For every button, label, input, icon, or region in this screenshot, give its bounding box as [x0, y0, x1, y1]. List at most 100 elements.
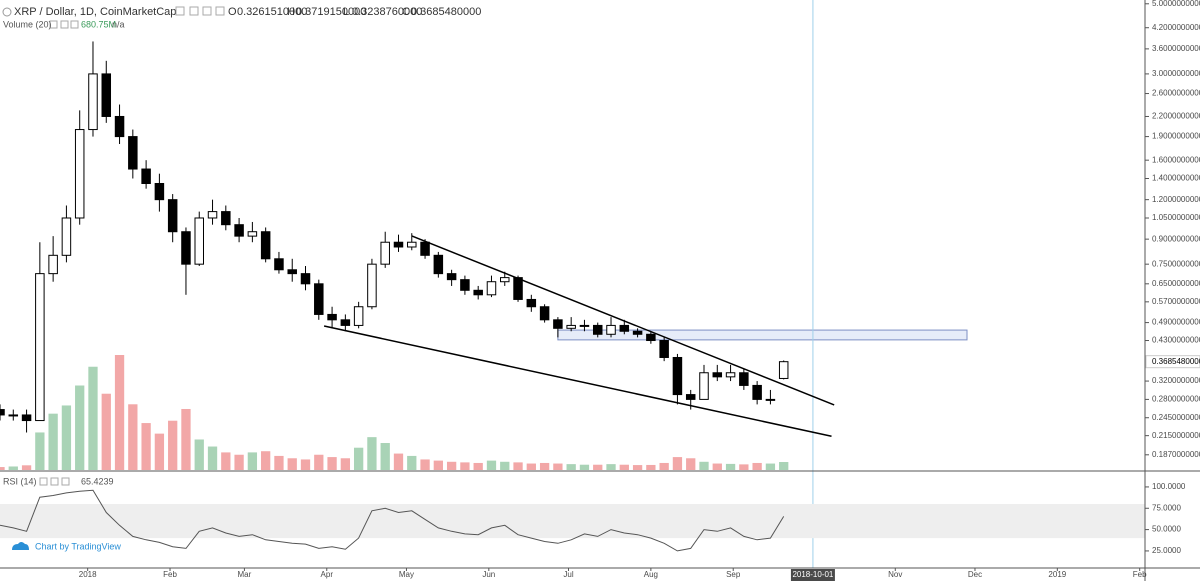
candle-body: [699, 372, 709, 400]
volume-bar: [593, 464, 603, 470]
ohlc-name: C: [402, 6, 410, 18]
candle-body: [393, 241, 404, 248]
volume-bar: [553, 463, 563, 470]
candle-body: [592, 324, 603, 335]
candle-body: [247, 231, 258, 237]
candle-body: [353, 306, 364, 326]
candle-body: [513, 277, 523, 300]
volume-bar: [35, 432, 45, 470]
candle-body: [407, 241, 417, 248]
volume-last: 680.75M: [81, 19, 116, 29]
y-tick-label: 0.2800000000: [1152, 395, 1200, 404]
volume-bar: [8, 466, 18, 470]
y-tick-label: 0.6500000000: [1152, 279, 1200, 288]
candle-body: [725, 372, 736, 378]
watermark-text: Chart by TradingView: [35, 541, 121, 551]
y-tick-label: 0.4300000000: [1152, 336, 1200, 345]
y-tick-label: 0.3200000000: [1152, 376, 1200, 385]
candle-body: [128, 136, 138, 170]
candle-body: [74, 129, 85, 219]
candle-body: [327, 313, 337, 321]
x-tick-label: Dec: [968, 570, 982, 579]
last-price-box: [1145, 355, 1200, 369]
range-box: [557, 329, 968, 341]
candle-body: [712, 372, 723, 378]
volume-bar: [0, 467, 5, 470]
candle-body: [21, 414, 32, 422]
x-tick-label: 2018: [79, 570, 97, 579]
candle-body: [539, 306, 550, 321]
volume-bar: [128, 404, 138, 470]
y-tick-label: 3.0000000000: [1152, 69, 1200, 78]
y-tick-label: 1.4000000000: [1152, 174, 1200, 183]
y-tick-label: 0.4900000000: [1152, 318, 1200, 327]
candle-body: [606, 324, 616, 335]
candle-body: [420, 241, 430, 256]
candle-body: [167, 199, 178, 233]
candle-body: [48, 254, 58, 275]
x-tick-label: 2019: [1048, 570, 1066, 579]
volume-bar: [234, 454, 244, 470]
volume-bar: [261, 451, 271, 470]
rsi-last: 65.4239: [81, 476, 114, 486]
volume-bar: [75, 385, 85, 470]
x-tick-label: Jun: [482, 570, 495, 579]
y-tick-label: 3.6000000000: [1152, 44, 1200, 53]
volume-bar: [579, 464, 590, 470]
volume-bar: [446, 461, 457, 470]
volume-bar: [659, 462, 669, 470]
volume-bar: [672, 457, 683, 470]
volume-bar: [486, 460, 497, 470]
volume-bar: [699, 461, 709, 470]
y-tick-label: 0.7500000000: [1152, 259, 1200, 268]
volume-bar: [765, 463, 776, 470]
candle-body: [260, 231, 271, 260]
candle-body: [446, 273, 457, 281]
candle-body: [659, 340, 669, 358]
candle-body: [300, 273, 311, 285]
volume-bar: [686, 458, 696, 470]
watermark[interactable]: Chart by TradingView: [12, 541, 121, 551]
volume-bar: [632, 465, 643, 470]
volume-bar: [420, 459, 430, 470]
candle-body: [221, 211, 231, 226]
chart-title: XRP / Dollar, 1D, CoinMarketCap: [14, 6, 176, 18]
rsi-tick-label: 25.0000: [1152, 546, 1181, 555]
x-tick-label: Aug: [644, 570, 658, 579]
rsi-line: [0, 489, 785, 552]
volume-bar: [327, 457, 337, 470]
volume-ma: n/a: [112, 19, 125, 29]
x-tick-label: Nov: [888, 570, 902, 579]
volume-bar: [725, 463, 736, 470]
rsi-tick-label: 75.0000: [1152, 503, 1181, 512]
volume-title: Volume (20): [3, 19, 52, 29]
volume-bar: [779, 462, 789, 470]
volume-bar: [168, 420, 178, 470]
candle-body: [473, 289, 483, 296]
volume-bar: [154, 433, 165, 470]
ohlc-name: O: [228, 6, 237, 18]
candle-body: [101, 73, 112, 117]
crosshair-label-box: [790, 569, 835, 581]
candle-body: [367, 263, 377, 308]
volume-bar: [380, 443, 390, 470]
x-tick-label: Sep: [726, 570, 741, 579]
volume-bar: [287, 458, 297, 470]
volume-bar: [526, 463, 536, 470]
x-tick-label: May: [399, 570, 414, 579]
candle-body: [739, 372, 749, 386]
last-price-label: 0.3685480000: [1152, 357, 1200, 366]
rsi-title: RSI (14): [3, 476, 37, 486]
volume-bar: [300, 459, 311, 470]
candle-body: [154, 182, 165, 201]
header-icons[interactable]: [175, 6, 225, 16]
trend-line: [411, 235, 835, 406]
candle-body: [765, 398, 776, 401]
candle-body: [380, 241, 390, 265]
rsi-tick-label: 100.0000: [1152, 482, 1186, 491]
candle-body: [553, 319, 563, 329]
volume-icons[interactable]: [49, 20, 79, 29]
x-tick-label: Apr: [321, 570, 334, 579]
rsi-icons[interactable]: [39, 477, 70, 486]
